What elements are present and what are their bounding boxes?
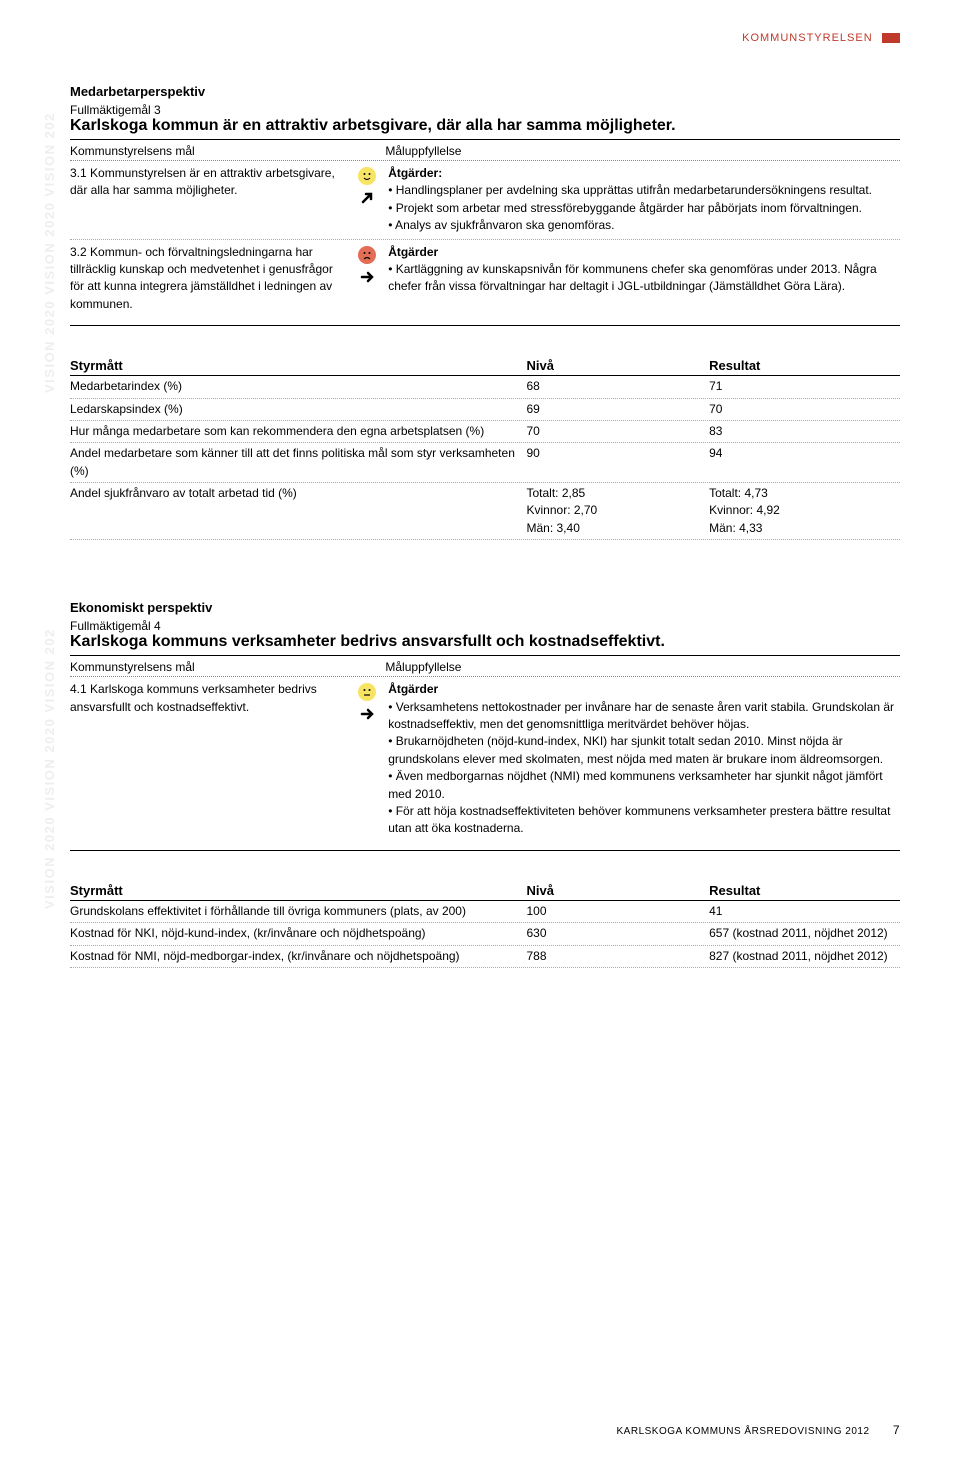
td: Totalt: 2,85 Kvinnor: 2,70 Män: 3,40 (527, 485, 710, 537)
th: Styrmått (70, 358, 527, 373)
right-title: Åtgärder (388, 681, 900, 698)
th: Styrmått (70, 883, 527, 898)
goal-right: Åtgärder • Verksamhetens nettokostnader … (382, 681, 900, 838)
arrow-up-right-icon (358, 189, 376, 207)
goal-left-text: 4.1 Karlskoga kommuns verksamheter bedri… (70, 681, 352, 838)
footer-text: KARLSKOGA KOMMUNS ÅRSREDOVISNING 2012 (617, 1426, 870, 1437)
header-bar: KOMMUNSTYRELSEN (70, 30, 900, 44)
td: 657 (kostnad 2011, nöjdhet 2012) (709, 925, 900, 942)
td: Grundskolans effektivitet i förhållande … (70, 903, 527, 920)
td: 69 (527, 401, 710, 418)
arrow-right-icon (358, 705, 376, 723)
table-head: Styrmått Nivå Resultat (70, 881, 900, 901)
goal-left-text: 3.1 Kommunstyrelsen är en attraktiv arbe… (70, 165, 352, 235)
table-row: Medarbetarindex (%) 68 71 (70, 376, 900, 398)
footer-page: 7 (893, 1423, 900, 1437)
goal-right: Åtgärder • Kartläggning av kunskapsnivån… (382, 244, 900, 314)
goal-row: 4.1 Karlskoga kommuns verksamheter bedri… (70, 677, 900, 842)
side-text-2: VISION 2020 VISION 2020 VISION 2020 VISI… (42, 629, 57, 909)
table-row: Grundskolans effektivitet i förhållande … (70, 901, 900, 923)
goal-row: 3.2 Kommun- och förvaltningsledningarna … (70, 240, 900, 318)
th: Resultat (709, 883, 900, 898)
right-bullet: • Även medborgarnas nöjdhet (NMI) med ko… (388, 768, 900, 803)
td: 83 (709, 423, 900, 440)
right-bullet: • Analys av sjukfrånvaron ska genomföras… (388, 217, 900, 234)
td: 71 (709, 378, 900, 395)
right-bullet: • Kartläggning av kunskapsnivån för komm… (388, 261, 900, 296)
td: 827 (kostnad 2011, nöjdhet 2012) (709, 948, 900, 965)
td: Andel medarbetare som känner till att de… (70, 445, 527, 480)
section2-heading: Ekonomiskt perspektiv (70, 600, 900, 615)
styrmatt-table-1: Styrmått Nivå Resultat Medarbetarindex (… (70, 356, 900, 540)
arrow-right-icon (358, 268, 376, 286)
th: Nivå (527, 358, 710, 373)
smile-icon (358, 167, 376, 185)
td: Hur många medarbetare som kan rekommende… (70, 423, 527, 440)
td: Ledarskapsindex (%) (70, 401, 527, 418)
right-title: Åtgärder: (388, 165, 900, 182)
section1-heading: Medarbetarperspektiv (70, 84, 900, 99)
goal-subhead-2: Kommunstyrelsens mål Måluppfyllelse (70, 658, 900, 677)
goal-label-1: Fullmäktigemål 3 (70, 103, 900, 117)
td: 41 (709, 903, 900, 920)
subhead-left-1: Kommunstyrelsens mål (70, 144, 385, 158)
sad-icon (358, 246, 376, 264)
td: Kostnad för NKI, nöjd-kund-index, (kr/in… (70, 925, 527, 942)
td: Andel sjukfrånvaro av totalt arbetad tid… (70, 485, 527, 537)
th: Nivå (527, 883, 710, 898)
td: 90 (527, 445, 710, 480)
footer: KARLSKOGA KOMMUNS ÅRSREDOVISNING 2012 7 (617, 1423, 900, 1437)
page: KOMMUNSTYRELSEN Medarbetarperspektiv VIS… (0, 0, 960, 1457)
td: Kostnad för NMI, nöjd-medborgar-index, (… (70, 948, 527, 965)
td: 100 (527, 903, 710, 920)
goal-icons (352, 681, 382, 838)
goal-left-text: 3.2 Kommun- och förvaltningsledningarna … (70, 244, 352, 314)
table-row: Andel medarbetare som känner till att de… (70, 443, 900, 483)
goal-title-1: Karlskoga kommun är en attraktiv arbetsg… (70, 117, 900, 140)
goal-box-1: VISION 2020 VISION 2020 VISION 2020 VISI… (70, 103, 900, 326)
right-bullet: • Projekt som arbetar med stressförebygg… (388, 200, 900, 217)
side-text-1: VISION 2020 VISION 2020 VISION 2020 VISI… (42, 113, 57, 393)
right-bullet: • Brukarnöjdheten (nöjd-kund-index, NKI)… (388, 733, 900, 768)
td: 70 (527, 423, 710, 440)
table-head: Styrmått Nivå Resultat (70, 356, 900, 376)
neutral-icon (358, 683, 376, 701)
header-marker-icon (882, 33, 900, 43)
header-label: KOMMUNSTYRELSEN (742, 32, 873, 44)
subhead-right-2: Måluppfyllelse (385, 660, 900, 674)
td: 630 (527, 925, 710, 942)
goal-row: 3.1 Kommunstyrelsen är en attraktiv arbe… (70, 161, 900, 240)
table-row: Hur många medarbetare som kan rekommende… (70, 421, 900, 443)
subhead-right-1: Måluppfyllelse (385, 144, 900, 158)
table-row: Kostnad för NKI, nöjd-kund-index, (kr/in… (70, 923, 900, 945)
goal-box-2: VISION 2020 VISION 2020 VISION 2020 VISI… (70, 619, 900, 851)
goal-icons (352, 165, 382, 235)
td: 94 (709, 445, 900, 480)
td: 788 (527, 948, 710, 965)
td: 68 (527, 378, 710, 395)
goal-right: Åtgärder: • Handlingsplaner per avdelnin… (382, 165, 900, 235)
subhead-left-2: Kommunstyrelsens mål (70, 660, 385, 674)
styrmatt-table-2: Styrmått Nivå Resultat Grundskolans effe… (70, 881, 900, 968)
goal-subhead-1: Kommunstyrelsens mål Måluppfyllelse (70, 142, 900, 161)
td: Medarbetarindex (%) (70, 378, 527, 395)
td: Totalt: 4,73 Kvinnor: 4,92 Män: 4,33 (709, 485, 900, 537)
right-bullet: • Handlingsplaner per avdelning ska uppr… (388, 182, 900, 199)
right-bullet: • För att höja kostnadseffektiviteten be… (388, 803, 900, 838)
right-bullet: • Verksamhetens nettokostnader per invån… (388, 699, 900, 734)
goal-icons (352, 244, 382, 314)
table-row: Ledarskapsindex (%) 69 70 (70, 399, 900, 421)
th: Resultat (709, 358, 900, 373)
table-row: Kostnad för NMI, nöjd-medborgar-index, (… (70, 946, 900, 968)
td: 70 (709, 401, 900, 418)
goal-label-2: Fullmäktigemål 4 (70, 619, 900, 633)
right-title: Åtgärder (388, 244, 900, 261)
goal-title-2: Karlskoga kommuns verksamheter bedrivs a… (70, 633, 900, 656)
table-row: Andel sjukfrånvaro av totalt arbetad tid… (70, 483, 900, 540)
